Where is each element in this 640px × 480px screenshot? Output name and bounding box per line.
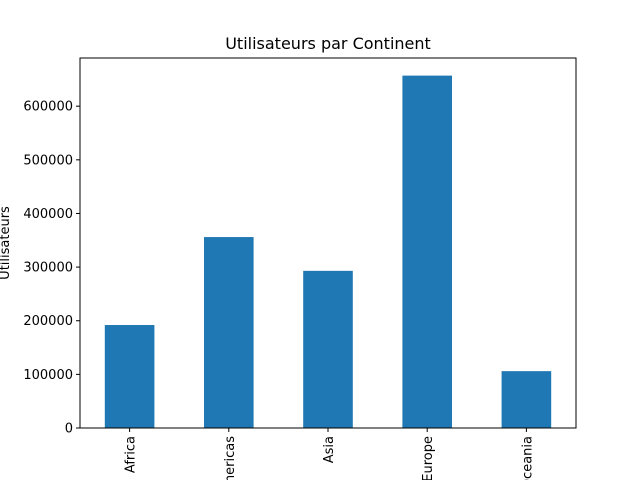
x-tick-label-asia: Asia [322,436,337,463]
y-axis: 0 100000 200000 300000 400000 500000 600000 [23,100,80,437]
x-tick-label-oceania: Oceania [520,436,535,480]
x-axis: Africa Americas Asia Europe Oceania [124,428,535,480]
bar-africa [104,325,155,428]
bar-americas [204,237,254,428]
y-tick-label-600000: 600000 [23,100,73,115]
bar-europe [402,75,452,428]
y-tick-label-500000: 500000 [23,153,73,168]
y-tick-label-0: 0 [65,422,73,437]
y-tick-label-200000: 200000 [23,314,73,329]
bar-oceania [501,371,552,428]
plot-area-frame [79,57,577,429]
x-tick-label-americas: Americas [223,436,238,480]
y-tick-label-300000: 300000 [23,261,73,276]
y-tick-label-100000: 100000 [23,368,73,383]
bars-group [104,75,552,428]
x-tick-label-africa: Africa [124,436,139,473]
x-tick-label-europe: Europe [421,436,436,480]
bar-asia [303,270,353,428]
y-axis-label: Utilisateurs [0,206,13,280]
chart-title: Utilisateurs par Continent [225,34,431,53]
y-tick-label-400000: 400000 [23,207,73,222]
